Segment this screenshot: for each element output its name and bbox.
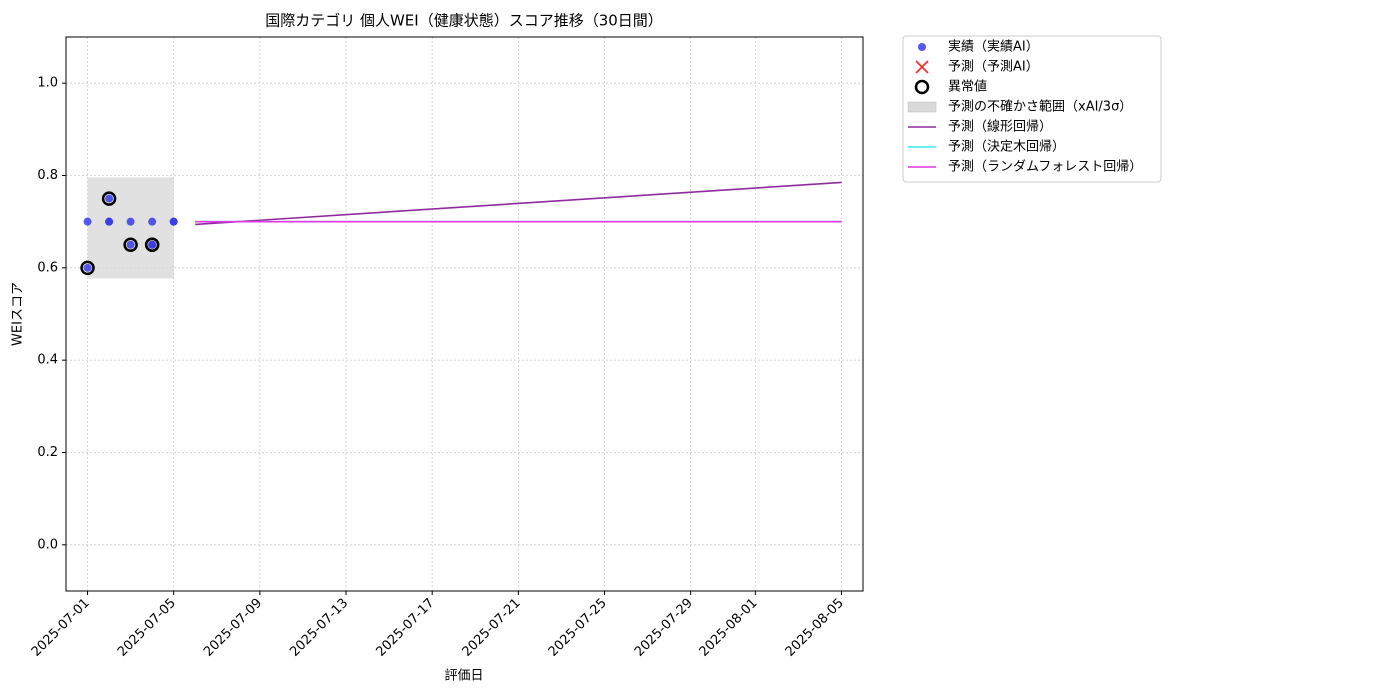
legend-label: 予測（線形回帰） (948, 119, 1052, 135)
x-tick-label: 2025-08-05 (783, 596, 847, 660)
legend-box (902, 35, 1162, 183)
legend-label: 異常値 (948, 79, 987, 95)
y-tick-label: 0.8 (37, 168, 58, 183)
x-tick-label: 2025-07-25 (546, 596, 610, 660)
x-tick-label: 2025-07-29 (632, 596, 696, 660)
legend-swatch (914, 79, 930, 95)
y-tick-label: 1.0 (37, 76, 58, 91)
y-tick-label: 0.4 (37, 353, 58, 368)
y-axis-label: WEIスコア (11, 282, 26, 346)
uncertainty-band (87, 177, 174, 279)
x-tick-label: 2025-07-09 (201, 596, 265, 660)
outlier-marker (123, 237, 138, 252)
point (105, 194, 114, 203)
plot-frame (65, 36, 864, 592)
point (148, 240, 157, 249)
point (83, 263, 92, 272)
x-tick-label: 2025-07-05 (115, 596, 179, 660)
legend-swatch (918, 43, 926, 51)
x-tick-label: 2025-08-01 (697, 596, 761, 660)
point (169, 217, 178, 226)
x-tick-label: 2025-07-13 (287, 596, 351, 660)
forecast-line (195, 181, 842, 226)
point (126, 217, 135, 226)
outlier-marker (80, 260, 95, 276)
legend-label: 予測（決定木回帰） (948, 139, 1065, 155)
y-tick-label: 0.2 (37, 445, 58, 460)
outlier-marker (101, 191, 117, 206)
outlier-marker (144, 237, 160, 252)
point (126, 240, 135, 249)
legend-label: 予測の不確かさ範囲（xAI/3σ） (948, 99, 1132, 115)
legend-swatch (915, 60, 929, 74)
legend-label: 実績（実績AI） (948, 39, 1039, 55)
point (148, 217, 157, 226)
x-tick-label: 2025-07-01 (29, 596, 93, 660)
x-tick-label: 2025-07-17 (373, 596, 437, 660)
x-axis-label: 評価日 (444, 669, 483, 684)
legend-swatch (907, 101, 937, 113)
y-tick-label: 0.6 (37, 260, 58, 275)
chart-title: 国際カテゴリ 個人WEI（健康状態）スコア推移（30日間） (265, 12, 663, 30)
point (105, 217, 114, 226)
x-tick-label: 2025-07-21 (460, 596, 524, 660)
point (83, 217, 92, 226)
y-tick-label: 0.0 (37, 537, 58, 552)
legend-label: 予測（予測AI） (948, 60, 1039, 75)
legend-label: 予測（ランダムフォレスト回帰） (948, 159, 1142, 175)
